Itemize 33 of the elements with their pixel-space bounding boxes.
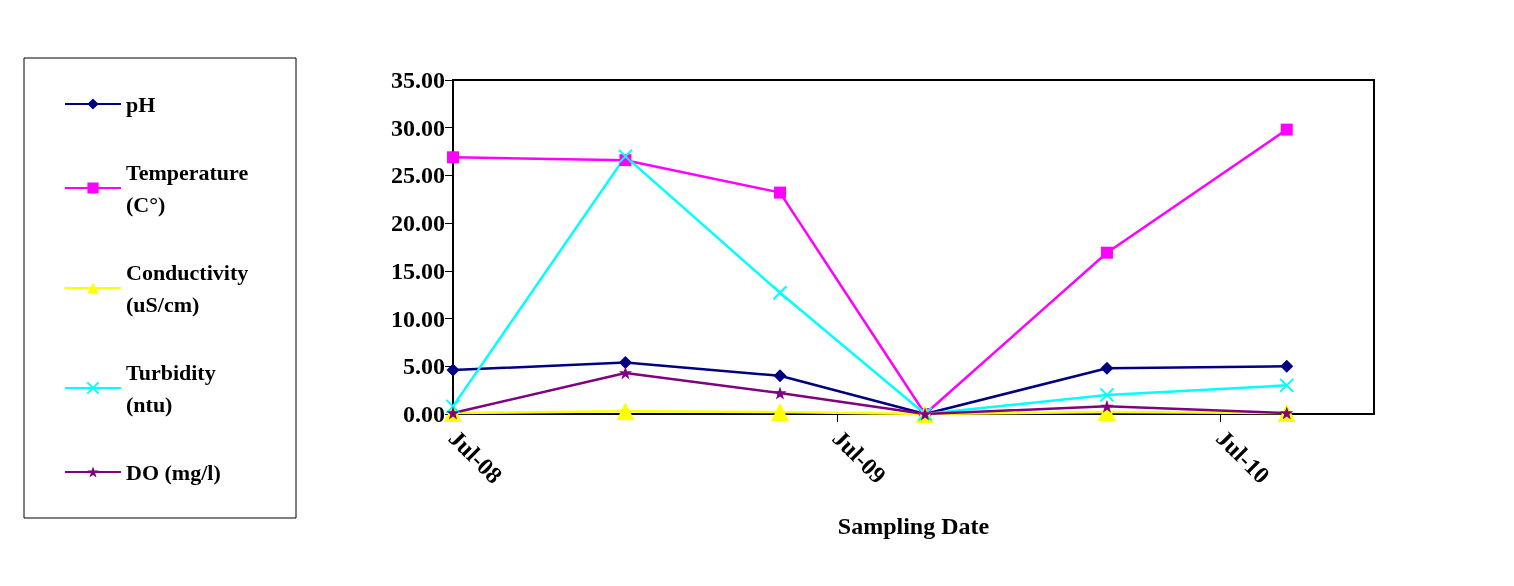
legend-label: pH [126, 91, 156, 117]
y-tick-label: 35.00 [391, 67, 445, 93]
point [1280, 123, 1293, 136]
point [1279, 377, 1295, 393]
point [1100, 399, 1114, 413]
point [617, 148, 633, 164]
point [773, 386, 787, 400]
x-axis-title: Sampling Date [837, 513, 990, 539]
legend-label: Turbidity (ntu) [126, 359, 222, 417]
point [616, 402, 635, 421]
y-tick-label: 15.00 [391, 257, 445, 284]
point [773, 186, 786, 199]
legend-label: Temperature (C°) [126, 159, 254, 217]
point [618, 355, 632, 369]
point [445, 398, 461, 414]
point [1100, 246, 1113, 259]
point [772, 285, 788, 301]
point [773, 369, 787, 383]
point [447, 151, 459, 164]
point [618, 366, 632, 380]
y-tick-label: 25.00 [391, 162, 445, 189]
point [1099, 387, 1115, 403]
point [1280, 359, 1294, 373]
point [1100, 361, 1114, 375]
y-tick-label: 30.00 [391, 114, 445, 141]
point [770, 403, 789, 422]
y-tick-label: 10.00 [391, 305, 445, 332]
legend-label: Conductivity (uS/cm) [126, 259, 254, 317]
y-tick-label: 5.00 [403, 353, 445, 380]
y-tick-label: 0.00 [403, 401, 445, 427]
y-tick-label: 20.00 [391, 210, 445, 237]
point [446, 363, 460, 377]
legend-label: DO (mg/l) [126, 459, 221, 485]
